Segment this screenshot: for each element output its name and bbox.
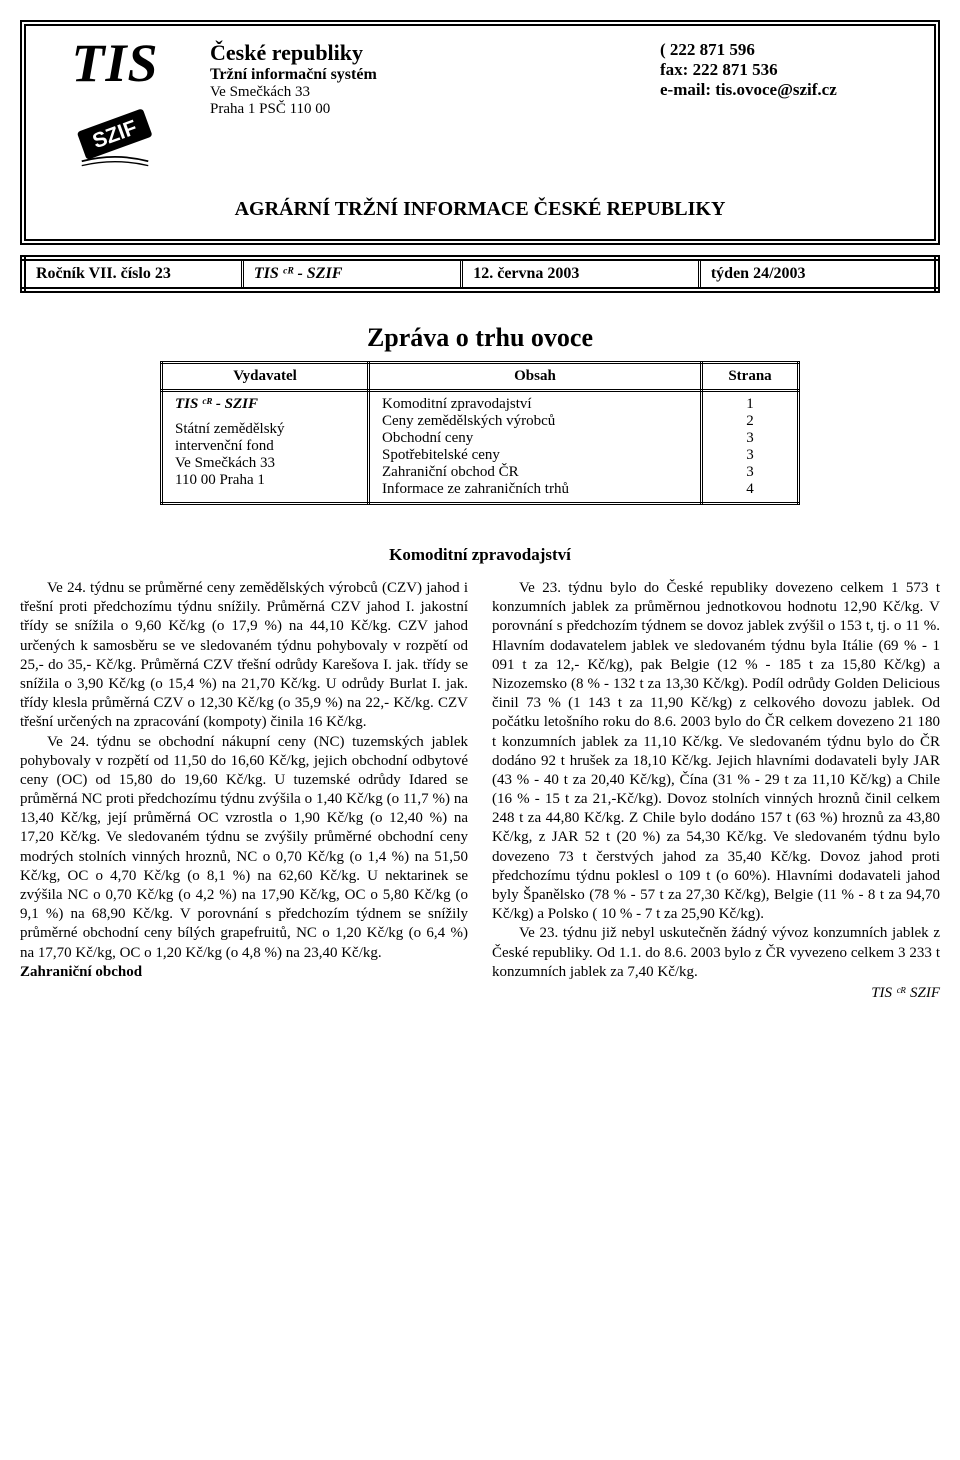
tis-column: TIS SZIF — [40, 36, 190, 170]
toc-publisher-cell: TIS ᶜᴿ - SZIF Státní zemědělský interven… — [162, 391, 369, 504]
meta-source: TIS ᶜᴿ - SZIF — [242, 258, 461, 290]
body-p4: Ve 23. týdnu již nebyl uskutečněn žádný … — [492, 924, 940, 982]
contact-column: ( 222 871 596 fax: 222 871 536 e-mail: t… — [660, 36, 920, 100]
toc-item: Obchodní ceny — [382, 430, 688, 447]
toc-item: Ceny zemědělských výrobců — [382, 413, 688, 430]
toc-page: 2 — [715, 413, 785, 430]
meta-week: týden 24/2003 — [699, 258, 937, 290]
body-columns: Ve 24. týdnu se průměrné ceny zemědělský… — [20, 579, 940, 1003]
body-p3: Ve 23. týdnu bylo do České republiky dov… — [492, 579, 940, 924]
szif-logo-icon: SZIF — [70, 100, 160, 170]
toc-publisher-plain: Státní zemědělský intervenční fond Ve Sm… — [175, 421, 355, 489]
meta-table: Ročník VII. číslo 23 TIS ᶜᴿ - SZIF 12. č… — [20, 255, 940, 293]
org-system: Tržní informační systém — [210, 66, 660, 84]
meta-date: 12. června 2003 — [462, 258, 700, 290]
contact-email: e-mail: tis.ovoce@szif.cz — [660, 80, 920, 100]
org-addr1: Ve Smečkách 33 — [210, 84, 660, 101]
toc-page: 1 — [715, 396, 785, 413]
toc-page: 3 — [715, 447, 785, 464]
body-p3-head: Zahraniční obchod — [20, 963, 468, 982]
signoff: TIS ᶜᴿ SZIF — [492, 984, 940, 1003]
toc-table: Vydavatel Obsah Strana TIS ᶜᴿ - SZIF Stá… — [160, 361, 800, 505]
org-addr2: Praha 1 PSČ 110 00 — [210, 101, 660, 118]
toc-publisher-italic: TIS ᶜᴿ - SZIF — [175, 396, 355, 413]
tis-label: TIS — [71, 36, 158, 90]
toc-page: 3 — [715, 430, 785, 447]
toc-items-cell: Komoditní zpravodajství Ceny zemědělskýc… — [369, 391, 702, 504]
toc-item: Spotřebitelské ceny — [382, 447, 688, 464]
report-title: Zpráva o trhu ovoce — [20, 323, 940, 353]
toc-head-contents: Obsah — [369, 363, 702, 391]
toc-head-page: Strana — [702, 363, 799, 391]
org-name: České republiky — [210, 40, 660, 66]
toc-item: Informace ze zahraničních trhů — [382, 481, 688, 498]
toc-item: Komoditní zpravodajství — [382, 396, 688, 413]
org-column: České republiky Tržní informační systém … — [210, 36, 660, 118]
body-p1: Ve 24. týdnu se průměrné ceny zemědělský… — [20, 579, 468, 733]
body-p2: Ve 24. týdnu se obchodní nákupní ceny (N… — [20, 733, 468, 963]
toc-page: 4 — [715, 481, 785, 498]
contact-phone: ( 222 871 596 — [660, 40, 920, 60]
contact-fax: fax: 222 871 536 — [660, 60, 920, 80]
header-box: TIS SZIF České republiky Tržní informačn… — [20, 20, 940, 245]
meta-volume: Ročník VII. číslo 23 — [23, 258, 242, 290]
toc-page: 3 — [715, 464, 785, 481]
header-top: TIS SZIF České republiky Tržní informačn… — [40, 36, 920, 170]
toc-head-publisher: Vydavatel — [162, 363, 369, 391]
toc-item: Zahraniční obchod ČR — [382, 464, 688, 481]
header-subtitle: AGRÁRNÍ TRŽNÍ INFORMACE ČESKÉ REPUBLIKY — [40, 198, 920, 221]
section-heading: Komoditní zpravodajství — [20, 545, 940, 565]
toc-pages-cell: 1 2 3 3 3 4 — [702, 391, 799, 504]
